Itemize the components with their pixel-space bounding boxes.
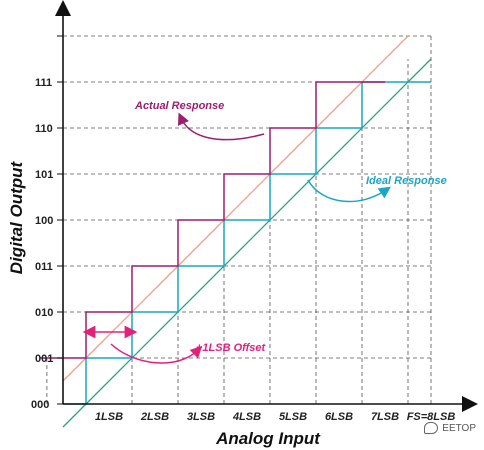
x-tick-label: 3LSB xyxy=(187,411,215,423)
chat-bubble-icon xyxy=(424,422,439,434)
actual-response-label: Actual Response xyxy=(134,100,224,112)
y-axis-title: Digital Output xyxy=(7,160,26,274)
actual-staircase xyxy=(40,81,385,359)
transfer-lines xyxy=(62,35,432,428)
y-tick-label: 011 xyxy=(35,261,53,273)
x-axis-title: Analog Input xyxy=(215,429,321,448)
x-tick-label: 2LSB xyxy=(140,411,169,423)
y-tick-label: 010 xyxy=(35,307,53,319)
x-tick-labels: 1LSB 2LSB 3LSB 4LSB 5LSB 6LSB 7LSB FS=8LSB xyxy=(95,411,455,423)
x-tick-label: 6LSB xyxy=(325,411,353,423)
offset-arrow xyxy=(110,343,203,364)
actual-response-arrow xyxy=(177,112,265,141)
ideal-response-label: Ideal Response xyxy=(366,175,447,187)
watermark-text: EETOP xyxy=(442,422,476,434)
y-tick-label: 000 xyxy=(31,399,49,411)
x-tick-label: 1LSB xyxy=(95,411,123,423)
y-tick-label: 101 xyxy=(35,169,53,181)
y-tick-label: 111 xyxy=(35,77,52,89)
ideal-response-arrow xyxy=(307,179,391,203)
y-tick-label: 100 xyxy=(35,215,53,227)
y-tick-label: 110 xyxy=(35,123,53,135)
ideal-transfer-line xyxy=(62,58,432,428)
y-tick-labels: 000 001 010 011 100 101 110 111 xyxy=(31,77,63,411)
x-tick-label: 7LSB xyxy=(371,411,399,423)
x-tick-label: 4LSB xyxy=(232,411,261,423)
actual-transfer-line xyxy=(62,35,409,382)
y-tick-label: 001 xyxy=(35,353,53,365)
staircase-responses xyxy=(40,81,431,405)
offset-label: +1LSB Offset xyxy=(196,342,267,354)
watermark: EETOP xyxy=(424,422,476,434)
x-tick-label: 5LSB xyxy=(279,411,307,423)
x-tick-label: FS=8LSB xyxy=(407,411,456,423)
